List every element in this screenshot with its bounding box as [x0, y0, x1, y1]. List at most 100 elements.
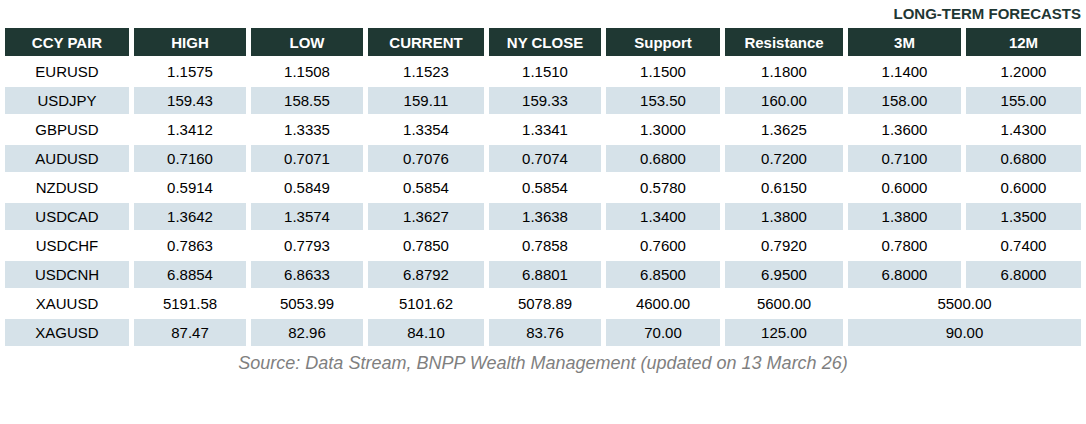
value-cell: 1.3000: [606, 116, 720, 143]
value-cell: 155.00: [966, 87, 1081, 114]
value-cell: 6.8633: [251, 261, 363, 288]
value-cell: 0.6000: [848, 174, 961, 201]
value-cell: 1.1575: [134, 58, 246, 85]
value-cell: 158.55: [251, 87, 363, 114]
value-cell: 6.8792: [368, 261, 484, 288]
value-cell: 1.1500: [606, 58, 720, 85]
value-cell: 6.8500: [606, 261, 720, 288]
value-cell: 1.3800: [848, 203, 961, 230]
table-row-xagusd: XAGUSD87.4782.9684.1083.7670.00125.0090.…: [5, 319, 1081, 346]
source-note: Source: Data Stream, BNPP Wealth Managem…: [0, 353, 1086, 374]
ccy-pair-cell: GBPUSD: [5, 116, 129, 143]
value-cell: 6.8801: [489, 261, 601, 288]
ccy-pair-cell: AUDUSD: [5, 145, 129, 172]
table-row-usdcad: USDCAD1.36421.35741.36271.36381.34001.38…: [5, 203, 1081, 230]
forecast-merged-cell: 5500.00: [848, 290, 1081, 317]
value-cell: 1.3500: [966, 203, 1081, 230]
value-cell: 83.76: [489, 319, 601, 346]
value-cell: 0.5780: [606, 174, 720, 201]
value-cell: 159.11: [368, 87, 484, 114]
value-cell: 5078.89: [489, 290, 601, 317]
value-cell: 0.5854: [489, 174, 601, 201]
table-row-usdjpy: USDJPY159.43158.55159.11159.33153.50160.…: [5, 87, 1081, 114]
value-cell: 125.00: [725, 319, 843, 346]
value-cell: 1.3600: [848, 116, 961, 143]
column-header-ccy-pair: CCY PAIR: [5, 28, 129, 56]
table-row-audusd: AUDUSD0.71600.70710.70760.70740.68000.72…: [5, 145, 1081, 172]
table-row-eurusd: EURUSD1.15751.15081.15231.15101.15001.18…: [5, 58, 1081, 85]
value-cell: 1.3638: [489, 203, 601, 230]
long-term-forecasts-label: LONG-TERM FORECASTS: [894, 5, 1082, 22]
value-cell: 1.3354: [368, 116, 484, 143]
value-cell: 1.3412: [134, 116, 246, 143]
ccy-pair-cell: USDJPY: [5, 87, 129, 114]
value-cell: 0.7100: [848, 145, 961, 172]
value-cell: 160.00: [725, 87, 843, 114]
value-cell: 153.50: [606, 87, 720, 114]
value-cell: 1.2000: [966, 58, 1081, 85]
value-cell: 1.3627: [368, 203, 484, 230]
value-cell: 1.3341: [489, 116, 601, 143]
value-cell: 0.7920: [725, 232, 843, 259]
value-cell: 0.6150: [725, 174, 843, 201]
ccy-pair-cell: EURUSD: [5, 58, 129, 85]
value-cell: 0.7858: [489, 232, 601, 259]
column-header-12m: 12M: [966, 28, 1081, 56]
value-cell: 6.9500: [725, 261, 843, 288]
value-cell: 87.47: [134, 319, 246, 346]
value-cell: 0.7800: [848, 232, 961, 259]
value-cell: 1.1400: [848, 58, 961, 85]
fx-forecast-panel: LONG-TERM FORECASTS CCY PAIRHIGHLOWCURRE…: [0, 0, 1086, 424]
value-cell: 1.1800: [725, 58, 843, 85]
value-cell: 1.3400: [606, 203, 720, 230]
value-cell: 159.43: [134, 87, 246, 114]
value-cell: 0.7793: [251, 232, 363, 259]
value-cell: 1.4300: [966, 116, 1081, 143]
column-header-low: LOW: [251, 28, 363, 56]
value-cell: 0.5849: [251, 174, 363, 201]
ccy-pair-cell: XAGUSD: [5, 319, 129, 346]
value-cell: 0.6800: [606, 145, 720, 172]
column-header-high: HIGH: [134, 28, 246, 56]
value-cell: 5600.00: [725, 290, 843, 317]
table-body: EURUSD1.15751.15081.15231.15101.15001.18…: [5, 58, 1081, 346]
value-cell: 6.8854: [134, 261, 246, 288]
value-cell: 1.3335: [251, 116, 363, 143]
value-cell: 0.6000: [966, 174, 1081, 201]
value-cell: 0.7863: [134, 232, 246, 259]
value-cell: 1.3625: [725, 116, 843, 143]
ccy-pair-cell: NZDUSD: [5, 174, 129, 201]
value-cell: 1.1523: [368, 58, 484, 85]
value-cell: 1.3800: [725, 203, 843, 230]
value-cell: 84.10: [368, 319, 484, 346]
value-cell: 6.8000: [848, 261, 961, 288]
column-header-ny-close: NY CLOSE: [489, 28, 601, 56]
column-header-3m: 3M: [848, 28, 961, 56]
ccy-pair-cell: USDCNH: [5, 261, 129, 288]
value-cell: 5053.99: [251, 290, 363, 317]
value-cell: 0.7850: [368, 232, 484, 259]
value-cell: 0.7160: [134, 145, 246, 172]
value-cell: 5101.62: [368, 290, 484, 317]
value-cell: 0.5854: [368, 174, 484, 201]
value-cell: 158.00: [848, 87, 961, 114]
value-cell: 1.1508: [251, 58, 363, 85]
value-cell: 1.3642: [134, 203, 246, 230]
value-cell: 159.33: [489, 87, 601, 114]
value-cell: 0.7200: [725, 145, 843, 172]
column-header-current: CURRENT: [368, 28, 484, 56]
column-header-resistance: Resistance: [725, 28, 843, 56]
value-cell: 0.7600: [606, 232, 720, 259]
table-row-gbpusd: GBPUSD1.34121.33351.33541.33411.30001.36…: [5, 116, 1081, 143]
value-cell: 82.96: [251, 319, 363, 346]
table-row-nzdusd: NZDUSD0.59140.58490.58540.58540.57800.61…: [5, 174, 1081, 201]
value-cell: 1.3574: [251, 203, 363, 230]
value-cell: 0.5914: [134, 174, 246, 201]
value-cell: 1.1510: [489, 58, 601, 85]
column-header-support: Support: [606, 28, 720, 56]
table-row-usdchf: USDCHF0.78630.77930.78500.78580.76000.79…: [5, 232, 1081, 259]
value-cell: 70.00: [606, 319, 720, 346]
ccy-pair-cell: USDCAD: [5, 203, 129, 230]
value-cell: 0.7400: [966, 232, 1081, 259]
value-cell: 0.7071: [251, 145, 363, 172]
